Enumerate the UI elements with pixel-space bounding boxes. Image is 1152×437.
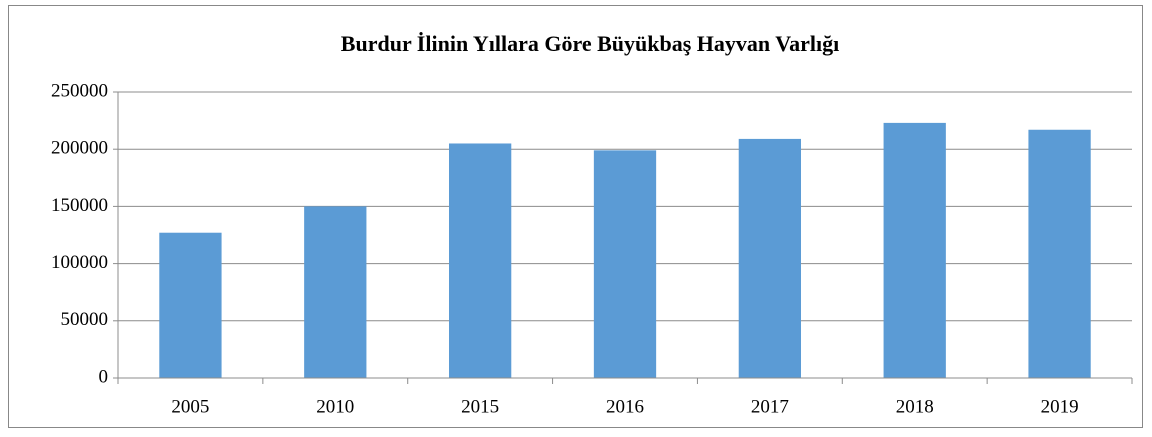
y-tick-label: 0	[99, 366, 109, 387]
x-tick-label: 2005	[171, 396, 209, 417]
y-tick-label: 250000	[51, 80, 108, 101]
x-tick-label: 2010	[316, 396, 354, 417]
x-tick-label: 2018	[896, 396, 934, 417]
y-tick-label: 200000	[51, 138, 108, 159]
bar	[1028, 129, 1091, 378]
bar	[448, 143, 512, 378]
bar	[304, 206, 367, 378]
bar	[738, 138, 802, 378]
bar	[883, 122, 946, 378]
x-tick-label: 2017	[751, 396, 789, 417]
chart-title: Burdur İlinin Yıllara Göre Büyükbaş Hayv…	[341, 31, 839, 56]
bar	[593, 150, 657, 378]
y-tick-label: 50000	[61, 309, 109, 330]
y-tick-label: 150000	[51, 195, 108, 216]
x-tick-label: 2016	[606, 396, 644, 417]
x-tick-label: 2015	[461, 396, 499, 417]
y-tick-label: 100000	[51, 252, 108, 273]
x-tick-label: 2019	[1041, 396, 1079, 417]
bar	[159, 232, 222, 378]
